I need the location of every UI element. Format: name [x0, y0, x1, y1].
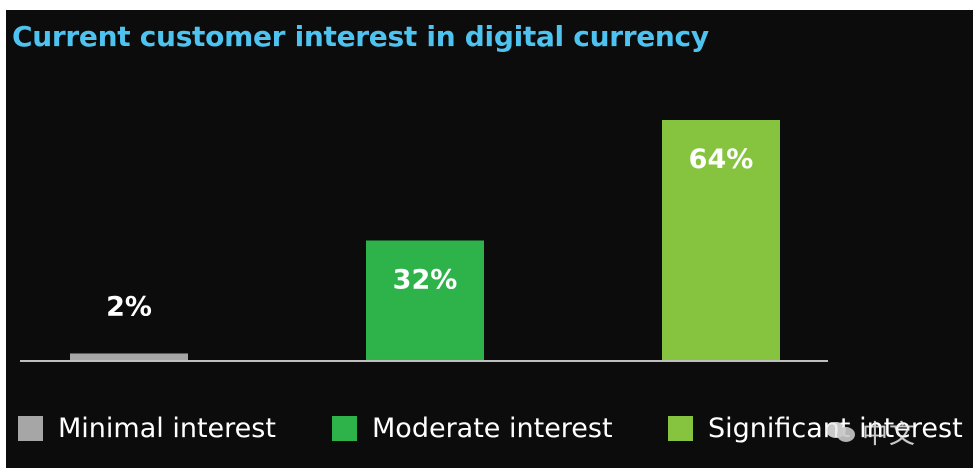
- bar-minimal: [70, 353, 188, 361]
- bar-moderate: [366, 240, 484, 361]
- legend-label-minimal: Minimal interest: [58, 412, 276, 444]
- legend-swatch-moderate: [332, 415, 357, 441]
- legend-label-significant: Significant interest: [708, 412, 963, 444]
- data-label-significant: 64%: [689, 144, 754, 175]
- legend-label-moderate: Moderate interest: [372, 412, 613, 444]
- chart-title: Current customer interest in digital cur…: [12, 20, 709, 53]
- bar-significant: [662, 120, 780, 361]
- legend-item-moderate: Moderate interest: [332, 408, 613, 448]
- bars-layer: [70, 120, 780, 361]
- legend: Minimal interest Moderate interest Signi…: [18, 408, 973, 448]
- chart-panel: [6, 10, 973, 468]
- data-labels-layer: 2% 32% 64%: [106, 144, 753, 322]
- legend-item-significant: Significant interest: [668, 408, 963, 448]
- data-label-minimal: 2%: [106, 291, 152, 322]
- legend-swatch-minimal: [18, 415, 43, 441]
- legend-swatch-significant: [668, 415, 693, 441]
- data-label-moderate: 32%: [393, 265, 458, 296]
- legend-item-minimal: Minimal interest: [18, 408, 276, 448]
